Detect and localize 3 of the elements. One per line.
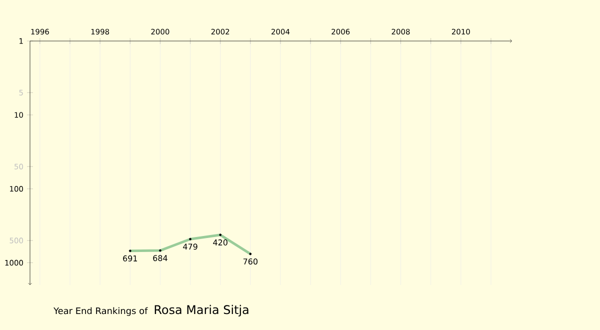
text: Year End Rankings of — [54, 307, 148, 316]
text: Rosa Maria Sitja — [154, 304, 248, 316]
line-series — [128, 234, 252, 256]
